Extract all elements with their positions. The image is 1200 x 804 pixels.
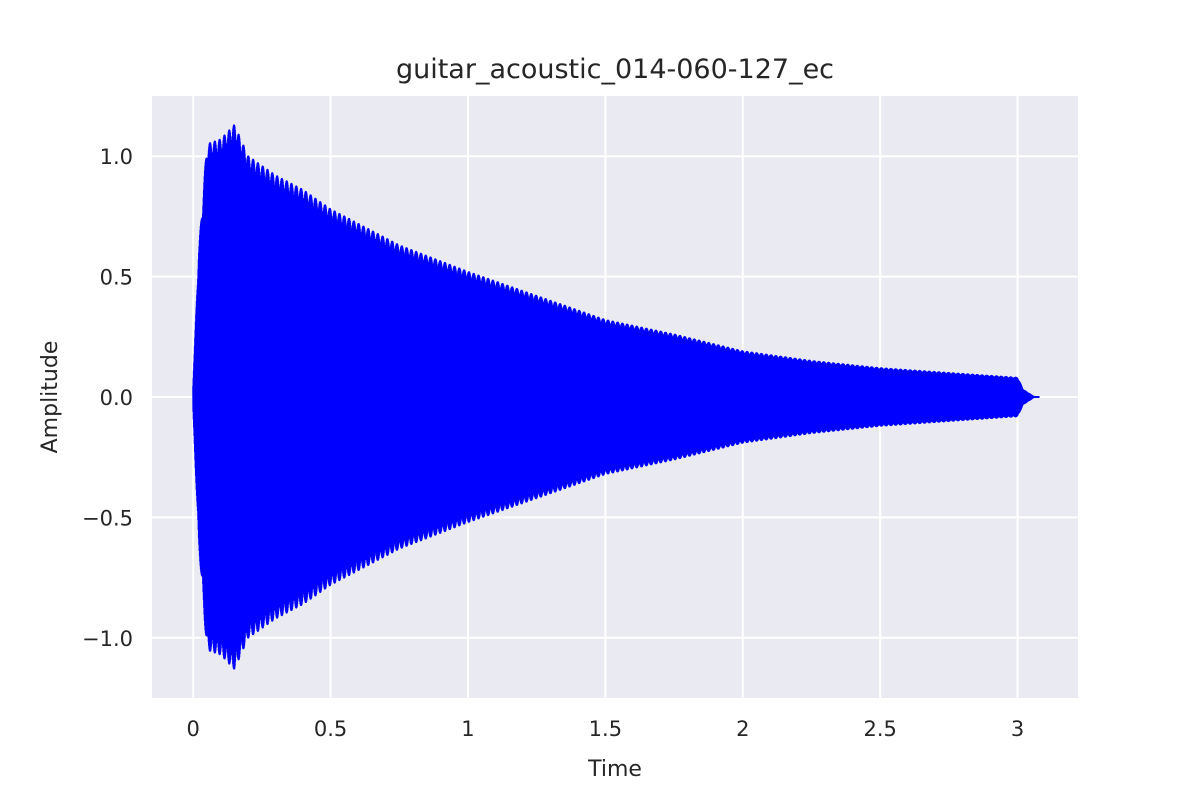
y-tick-label: 0.0	[100, 386, 133, 410]
y-tick-label: 0.5	[100, 266, 133, 290]
y-axis-ticks: −1.0 −0.5 0.0 0.5 1.0	[82, 145, 133, 651]
x-tick-label: 1.5	[589, 717, 622, 741]
x-axis-label: Time	[587, 757, 642, 782]
x-tick-label: 3	[1011, 717, 1024, 741]
y-tick-label: −0.5	[82, 506, 133, 530]
chart-title: guitar_acoustic_014-060-127_ec	[396, 54, 834, 85]
waveform-line	[192, 124, 1041, 670]
y-axis-label: Amplitude	[38, 341, 63, 454]
x-axis-ticks: 0 0.5 1 1.5 2 2.5 3	[187, 717, 1025, 741]
waveform-series	[192, 124, 1041, 670]
x-tick-label: 0	[187, 717, 200, 741]
y-tick-label: 1.0	[100, 145, 133, 169]
x-tick-label: 2.5	[863, 717, 896, 741]
x-tick-label: 2	[736, 717, 749, 741]
y-tick-label: −1.0	[82, 627, 133, 651]
x-tick-label: 1	[461, 717, 474, 741]
x-tick-label: 0.5	[314, 717, 347, 741]
